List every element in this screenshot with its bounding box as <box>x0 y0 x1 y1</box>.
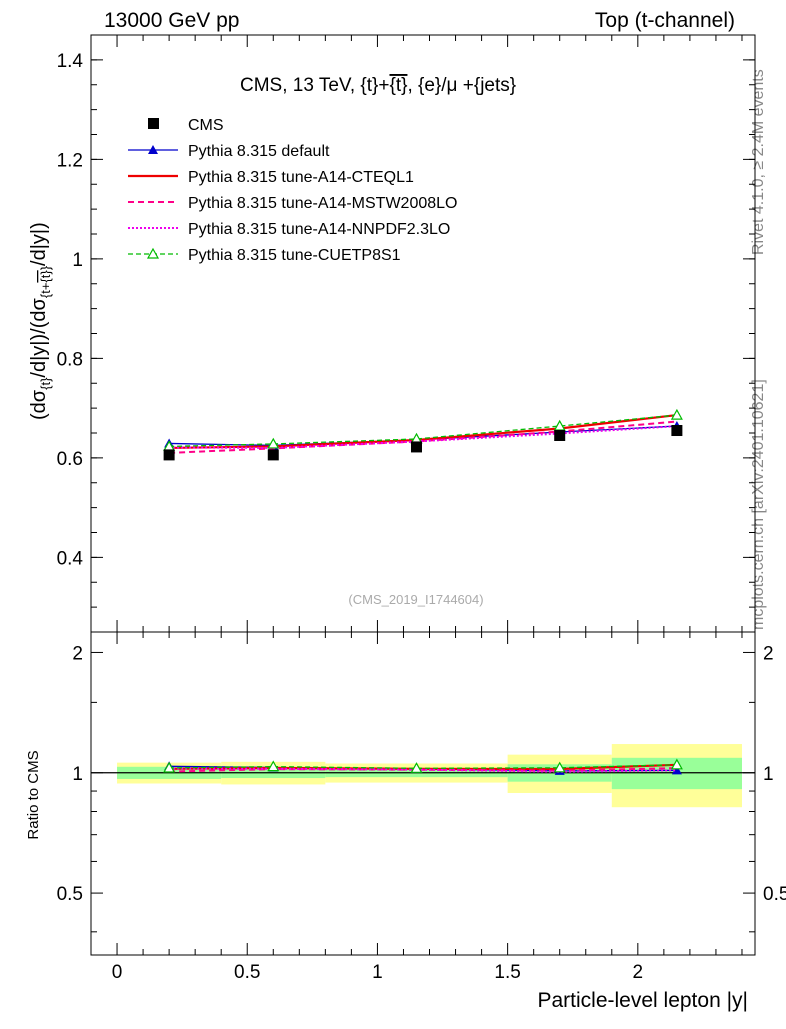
cms-data-point <box>554 429 566 441</box>
main-ytick-label: 1 <box>72 250 83 271</box>
ratio-ytick-label: 0.5 <box>57 884 83 905</box>
main-ytick-label: 1.4 <box>57 51 84 72</box>
ylabel-sub2-bar: {t} <box>38 270 53 283</box>
ratio-marker-cuetp <box>670 758 683 770</box>
main-ytick-label: 1.2 <box>57 150 83 171</box>
ratio-marker-default <box>671 765 682 775</box>
legend-label-cms: CMS <box>188 117 224 134</box>
ratio-ytick-label-right: 1 <box>763 764 774 785</box>
main-series-layer <box>163 408 683 454</box>
ylabel-sub2: {t+ <box>38 283 53 299</box>
main-ytick-label: 0.6 <box>57 449 83 470</box>
ratio-frame <box>90 631 756 956</box>
ratio-marker-cuetp <box>163 761 176 773</box>
rivet-version-label: Rivet 4.1.0, ≥ 2.4M events <box>750 69 767 255</box>
legend-label-cuetp: Pythia 8.315 tune-CUETP8S1 <box>188 247 401 264</box>
legend-label-default: Pythia 8.315 default <box>188 143 330 160</box>
series-line-mstw <box>169 420 677 454</box>
ratio-y-axis-label: Ratio to CMS <box>25 750 42 839</box>
cms-data-point <box>163 449 175 461</box>
ratio-ytick-label: 1 <box>72 764 83 785</box>
series-marker-cuetp <box>670 408 683 420</box>
title-part-pre: CMS, 13 TeV, {t}+ <box>240 75 389 96</box>
legend-marker-cuetp <box>146 247 160 259</box>
ratio-axes: 0.5 0.5 1 1 2 2 0 0.5 1 1.5 2 <box>57 631 786 983</box>
x-tick-label: 1 <box>372 962 383 983</box>
x-tick-label: 0.5 <box>234 962 260 983</box>
legend-label-mstw: Pythia 8.315 tune-A14-MSTW2008LO <box>188 195 457 212</box>
ratio-ytick-label-right: 0.5 <box>763 884 786 905</box>
x-tick-label: 2 <box>633 962 644 983</box>
cms-data-point <box>671 425 683 437</box>
ylabel-part-a: (dσ <box>28 389 50 420</box>
main-y-axis-label: (dσ{t}/d|y|)/(dσ{t+{t}}/d|y|) <box>28 222 53 420</box>
header-process-label: Top (t-channel) <box>595 9 735 32</box>
legend-label-cteql1: Pythia 8.315 tune-A14-CTEQL1 <box>188 169 414 186</box>
ylabel-sub1: {t} <box>38 377 53 390</box>
mcplots-label: mcplots.cern.ch [arXiv:2401.10621] <box>750 379 767 630</box>
title-part-post: , {e}/μ +{jets} <box>407 75 516 96</box>
legend: CMS Pythia 8.315 default Pythia 8.315 tune… <box>128 117 457 264</box>
cms-data-point <box>267 449 279 461</box>
series-marker-cuetp <box>267 437 280 449</box>
x-axis-label: Particle-level lepton |y| <box>537 989 748 1012</box>
ratio-series-layer <box>163 758 683 775</box>
analysis-watermark: (CMS_2019_I1744604) <box>348 592 483 607</box>
main-ytick-label: 0.8 <box>57 349 83 370</box>
main-data-layer <box>163 425 683 461</box>
ratio-marker-cuetp <box>267 760 280 772</box>
cms-data-point <box>410 441 422 453</box>
x-tick-label: 1.5 <box>494 962 520 983</box>
ratio-marker-cuetp <box>553 761 566 773</box>
chart-title: CMS, 13 TeV, {t}+{t}, {e}/μ +{jets} <box>240 75 516 96</box>
main-ytick-label: 0.4 <box>57 548 84 569</box>
ylabel-part-b: /d|y|)/(dσ <box>28 297 50 377</box>
x-tick-label: 0 <box>112 962 123 983</box>
legend-label-nnpdf: Pythia 8.315 tune-A14-NNPDF2.3LO <box>188 221 450 238</box>
legend-marker-cms <box>148 118 159 129</box>
series-line-nnpdf <box>169 425 677 449</box>
main-axes: 0.4 0.6 0.8 1 1.2 1.4 <box>57 34 756 633</box>
header-energy-label: 13000 GeV pp <box>104 9 239 32</box>
ratio-ytick-label: 2 <box>72 643 83 664</box>
ratio-ytick-label-right: 2 <box>763 643 774 664</box>
ratio-marker-cuetp <box>410 762 423 773</box>
ratio-uncertainty-bands <box>91 744 755 808</box>
legend-marker-default <box>148 145 158 154</box>
ratio-line-nnpdf <box>169 767 677 773</box>
title-part-tbar: {t} <box>389 75 407 96</box>
ylabel-sub2-end: } <box>38 265 53 270</box>
ylabel-part-c: /d|y|) <box>28 222 50 266</box>
